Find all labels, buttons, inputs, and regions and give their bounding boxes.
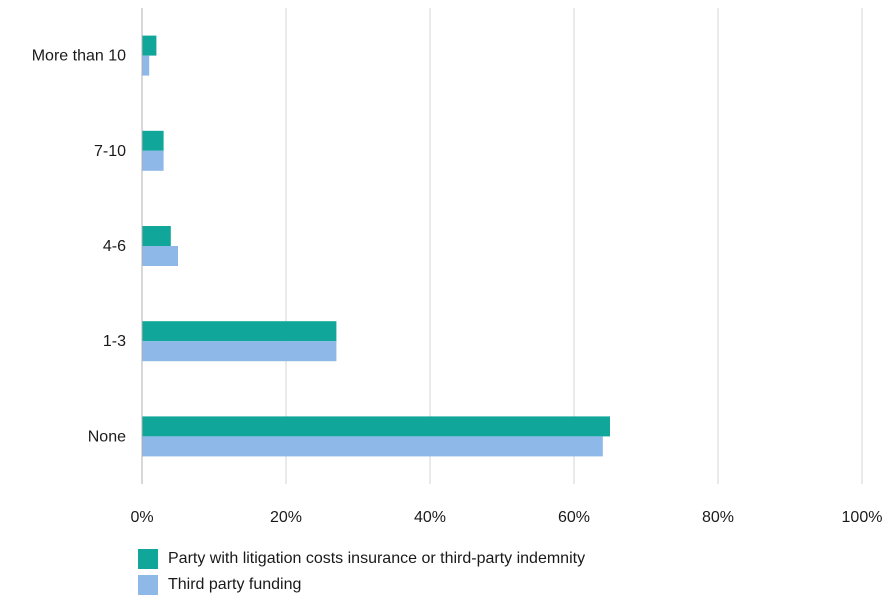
bar-insurance bbox=[142, 226, 171, 246]
x-tick-label: 0% bbox=[130, 509, 153, 526]
x-tick-label: 40% bbox=[414, 509, 446, 526]
bar-insurance bbox=[142, 130, 164, 151]
x-tick-label: 60% bbox=[558, 509, 590, 526]
x-tick-label: 20% bbox=[270, 509, 302, 526]
bar-funding bbox=[142, 436, 603, 457]
category-label: 7-10 bbox=[94, 143, 126, 160]
legend-item-insurance: Party with litigation costs insurance or… bbox=[138, 546, 585, 572]
legend-label-insurance: Party with litigation costs insurance or… bbox=[168, 550, 586, 567]
x-tick-label: 100% bbox=[842, 509, 883, 526]
bar-insurance bbox=[142, 416, 610, 437]
x-tick-labels: 0% 20% 40% 60% 80% 100% bbox=[130, 509, 882, 526]
legend-swatch-funding bbox=[138, 575, 158, 595]
legend-swatch-insurance bbox=[138, 549, 158, 569]
gridlines bbox=[285, 8, 863, 484]
bars bbox=[142, 35, 610, 457]
legend-item-funding: Third party funding bbox=[138, 572, 585, 598]
x-tick-label: 80% bbox=[702, 509, 734, 526]
bar-insurance bbox=[142, 321, 337, 342]
bar-funding bbox=[142, 246, 178, 266]
category-label: 4-6 bbox=[103, 238, 126, 255]
bar-funding bbox=[142, 150, 164, 171]
bar-funding bbox=[142, 341, 337, 362]
category-labels: More than 10 7-10 4-6 1-3 None bbox=[32, 48, 126, 446]
legend-label-funding: Third party funding bbox=[168, 576, 302, 593]
bar-insurance bbox=[142, 35, 157, 56]
category-label: None bbox=[88, 428, 126, 445]
bar-funding bbox=[142, 55, 150, 76]
legend: Party with litigation costs insurance or… bbox=[138, 546, 585, 598]
category-label: More than 10 bbox=[32, 48, 126, 65]
category-label: 1-3 bbox=[103, 333, 126, 350]
